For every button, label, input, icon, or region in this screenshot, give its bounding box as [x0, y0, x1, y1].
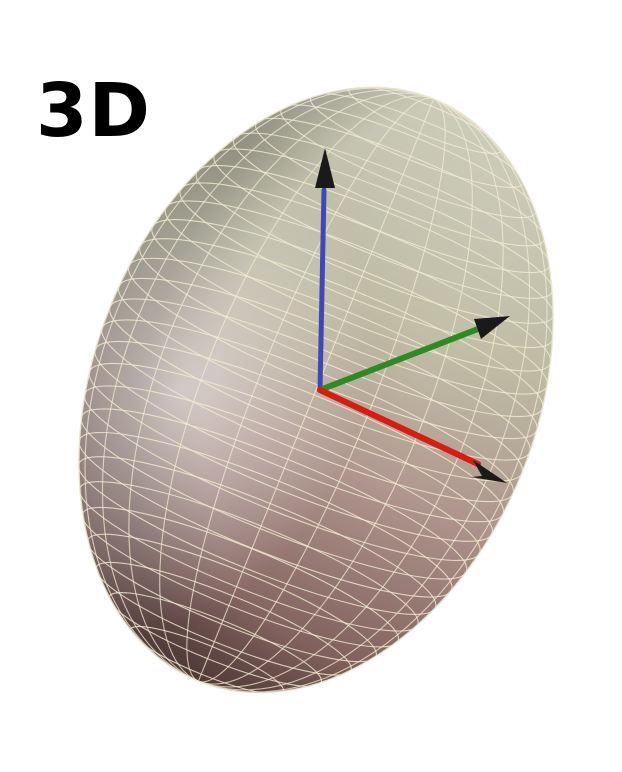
axis-z-arrowhead-icon [315, 148, 335, 188]
axis-z [317, 187, 327, 393]
grid-longitude-line [186, 97, 434, 682]
coordinate-axes [315, 148, 510, 483]
grid-longitude-line [101, 89, 434, 682]
grid-longitude-line [84, 87, 434, 682]
grid-longitude-line [197, 98, 435, 682]
ellipsoid-outline [78, 86, 554, 694]
panel-label: 3D [36, 68, 151, 154]
axis-y-arrowhead-icon [474, 316, 510, 339]
axis-y [317, 326, 481, 393]
axis-x [317, 387, 481, 467]
grid-longitude-line [159, 95, 434, 682]
grid-longitude-line [198, 98, 504, 688]
grid-longitude-line [198, 98, 531, 691]
grid-longitude-line [128, 92, 434, 682]
grid-longitude-line [198, 98, 473, 685]
grid-longitude-line [198, 98, 548, 693]
axis-x-arrowhead-icon [471, 460, 507, 483]
